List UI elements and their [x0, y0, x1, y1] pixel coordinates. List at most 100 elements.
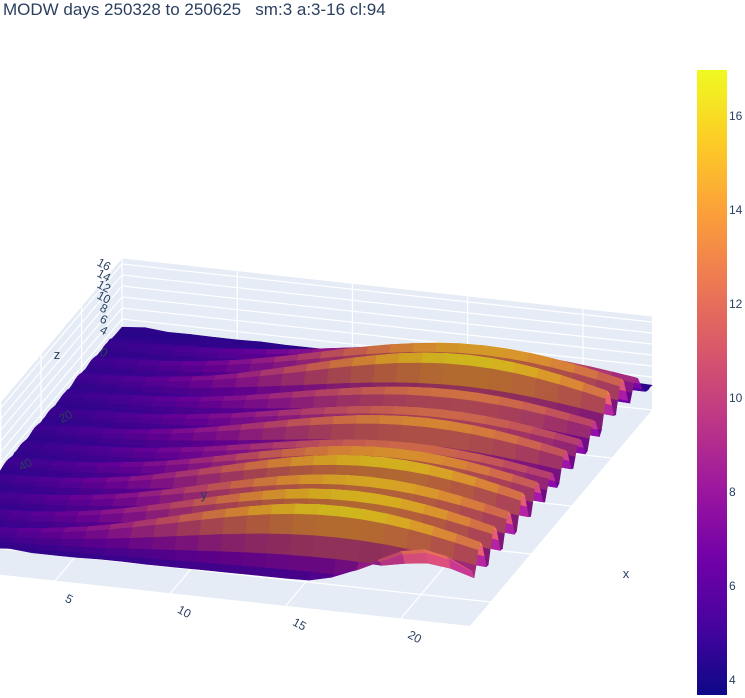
grid-z-side	[0, 307, 123, 454]
surface-cell	[168, 432, 195, 442]
surface-cell	[326, 366, 353, 385]
grid-z-back	[121, 307, 653, 367]
surface-cell	[261, 426, 287, 441]
surface-cell	[154, 452, 181, 460]
surface-cell	[218, 551, 244, 567]
surface-cell	[321, 474, 348, 486]
surface-cell	[335, 454, 362, 467]
surface-cell	[294, 439, 321, 449]
surface-cell	[280, 371, 307, 387]
surface-cell	[245, 514, 272, 535]
colorbar-tick-label: 4	[729, 672, 736, 687]
surface-cell	[80, 482, 107, 490]
surface-cell	[289, 396, 316, 410]
surface-cell	[174, 401, 201, 409]
x-tick-label: 20	[406, 628, 425, 647]
surface-cell	[353, 423, 380, 442]
surface-cell	[397, 352, 424, 364]
grid-z-side	[0, 296, 123, 443]
surface-cell	[59, 478, 86, 484]
colorbar-gradient	[697, 70, 727, 695]
surface-mesh	[0, 326, 653, 581]
surface-cell	[284, 425, 310, 441]
surface-cell	[360, 386, 387, 396]
surface-cell	[165, 380, 192, 389]
surface-cell	[37, 532, 64, 540]
surface-cell	[378, 415, 405, 426]
z-axis-title: z	[54, 347, 61, 362]
surface-cell	[388, 343, 415, 354]
surface-cell	[346, 405, 373, 415]
surface-cell	[214, 429, 241, 442]
surface-cell	[153, 522, 179, 538]
surface-cell	[261, 489, 288, 501]
grid-z-side	[0, 285, 123, 432]
chart-title: MODW days 250328 to 250625 sm:3 a:3-16 c…	[3, 0, 386, 19]
surface-cell	[206, 417, 232, 427]
colorbar-tick-label: 14	[729, 202, 743, 217]
y-tick-label: 20	[56, 407, 75, 426]
surface-cell	[350, 446, 376, 457]
surface-cell	[298, 474, 325, 485]
surface-cell	[103, 481, 130, 490]
surface-cell	[222, 515, 249, 535]
surface-cell	[156, 447, 183, 454]
surface-cell	[289, 455, 316, 467]
surface-cell	[395, 362, 422, 384]
surface-cell	[323, 406, 350, 415]
surface-cell	[128, 537, 154, 551]
surface-cell	[184, 414, 211, 420]
surface-cell	[293, 503, 320, 516]
surface-cell	[96, 463, 123, 468]
surface-cell	[89, 498, 116, 507]
surface-cell	[434, 342, 461, 354]
surface-cell	[176, 519, 202, 537]
surface-cell	[140, 465, 167, 475]
x-axis-title: x	[623, 566, 630, 581]
surface-cell	[202, 364, 229, 373]
surface-cell	[268, 513, 295, 535]
surface-cell	[145, 433, 172, 442]
surface-cell	[369, 405, 396, 415]
surface-cell	[60, 531, 87, 540]
surface-cell	[446, 556, 473, 572]
surface-cell	[152, 397, 180, 403]
surface-cell	[197, 400, 223, 409]
surface-cell	[220, 399, 247, 410]
surface-cell	[211, 378, 238, 389]
surface-cell	[264, 349, 291, 355]
surface-cell	[335, 537, 362, 563]
colorbar-tick-label: 16	[729, 108, 743, 123]
surface-cell	[94, 466, 121, 474]
colorbar: 4 6 8 10 12 14 16	[697, 70, 745, 695]
surface-cell	[312, 454, 339, 466]
surface-cell	[337, 516, 364, 542]
surface-cell	[126, 479, 153, 490]
surface-cell	[98, 513, 124, 524]
surface-cell	[332, 415, 359, 425]
y-axis-title: y	[201, 487, 208, 502]
surface-cell	[303, 368, 330, 386]
surface-cell	[289, 534, 316, 558]
surface-cell	[418, 362, 445, 385]
grid-z-side	[0, 318, 123, 465]
surface-cell	[197, 534, 223, 553]
surface-cell	[291, 513, 318, 537]
surface-cell	[241, 552, 268, 569]
surface-cell	[284, 488, 311, 500]
colorbar-tick-label: 6	[729, 578, 736, 593]
surface-cell	[247, 504, 274, 517]
surface-cell	[257, 373, 284, 388]
surface-cell	[179, 365, 206, 373]
grid-z-back	[121, 285, 653, 345]
surface-cell	[441, 363, 468, 388]
surface-cell	[30, 512, 57, 517]
x-tick-label: 5	[63, 591, 76, 607]
surface-cell	[307, 488, 334, 500]
surface-cell	[307, 424, 333, 441]
surface-cell	[74, 514, 101, 524]
surface-cell	[275, 474, 302, 486]
x-tick-label: 15	[290, 615, 309, 634]
grid-z-side	[0, 263, 123, 410]
